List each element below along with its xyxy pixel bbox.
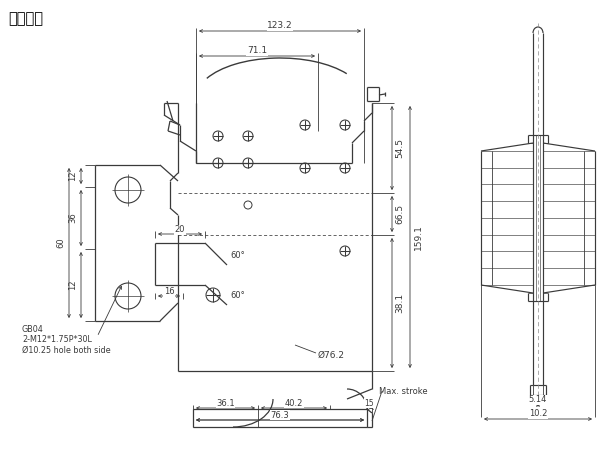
Text: Ø76.2: Ø76.2 bbox=[318, 350, 345, 359]
Text: 12: 12 bbox=[68, 171, 77, 181]
Text: 60: 60 bbox=[56, 238, 65, 248]
Text: Max. stroke: Max. stroke bbox=[379, 386, 428, 395]
Text: 76.3: 76.3 bbox=[271, 411, 289, 420]
Text: 159.1: 159.1 bbox=[414, 224, 423, 250]
Text: 54.5: 54.5 bbox=[395, 138, 404, 158]
Text: 36: 36 bbox=[68, 213, 77, 223]
Text: 66.5: 66.5 bbox=[395, 204, 404, 224]
Text: 60°: 60° bbox=[230, 290, 245, 299]
Text: 36.1: 36.1 bbox=[216, 398, 235, 408]
Text: 40.2: 40.2 bbox=[285, 398, 303, 408]
Text: 71.1: 71.1 bbox=[247, 46, 267, 55]
Text: 123.2: 123.2 bbox=[267, 21, 293, 30]
Text: GB04
2-M12*1.75P*30L
Ø10.25 hole both side: GB04 2-M12*1.75P*30L Ø10.25 hole both si… bbox=[22, 325, 110, 355]
Text: 12: 12 bbox=[68, 280, 77, 290]
Text: 20: 20 bbox=[175, 226, 185, 235]
Text: 10.2: 10.2 bbox=[529, 410, 547, 419]
Text: 38.1: 38.1 bbox=[395, 293, 404, 313]
Text: 15: 15 bbox=[365, 398, 374, 408]
Text: 16: 16 bbox=[164, 288, 175, 297]
Text: 5.14: 5.14 bbox=[529, 395, 547, 404]
Text: 60°: 60° bbox=[230, 251, 245, 260]
Text: 刀组图面: 刀组图面 bbox=[8, 11, 43, 26]
Text: 76.3: 76.3 bbox=[271, 411, 289, 420]
